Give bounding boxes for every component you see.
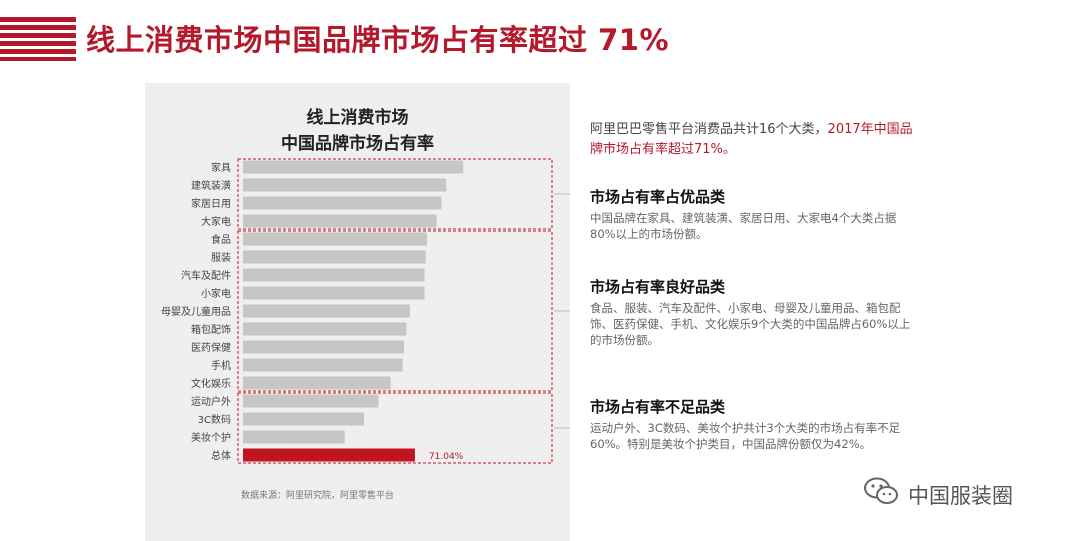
bar-16 — [243, 448, 415, 462]
bar-chart: 家具建筑装潢家居日用大家电食品服装汽车及配件小家电母婴及儿童用品箱包配饰医药保健… — [161, 158, 570, 464]
category-label-0: 家具 — [211, 161, 231, 174]
category-label-3: 大家电 — [201, 215, 231, 228]
bar-5 — [243, 250, 426, 264]
section-heading-weak: 市场占有率不足品类 — [590, 398, 726, 416]
wechat-icon — [864, 477, 898, 504]
chart-title-line-1: 线上消费市场 — [306, 108, 409, 128]
category-label-13: 运动户外 — [191, 395, 231, 408]
category-label-12: 文化娱乐 — [191, 377, 231, 390]
category-label-7: 小家电 — [201, 287, 231, 300]
header-stripes — [0, 17, 76, 61]
bar-7 — [243, 286, 425, 300]
bar-0 — [243, 160, 464, 174]
bar-9 — [243, 322, 407, 336]
category-label-1: 建筑装潢 — [191, 179, 231, 192]
section-text-dominant: 中国品牌在家具、建筑装潢、家居日用、大家电4个大类占据80%以上的市场份额。 — [590, 211, 897, 241]
bar-8 — [243, 304, 410, 318]
bar-6 — [243, 268, 425, 282]
section-heading-dominant: 市场占有率占优品类 — [590, 188, 726, 206]
bar-10 — [243, 340, 404, 354]
watermark-text: 中国服装圈 — [908, 484, 1013, 508]
intro-plain: 阿里巴巴零售平台消费品共计16个大类， — [590, 122, 828, 137]
group-box-0 — [237, 158, 553, 230]
intro-highlight: 2017年中国品牌市场占有率超过71%。 — [590, 122, 913, 157]
category-label-9: 箱包配饰 — [191, 323, 231, 336]
category-label-11: 手机 — [211, 359, 231, 372]
bar-4 — [243, 232, 427, 246]
category-label-2: 家居日用 — [191, 197, 231, 210]
category-label-15: 美妆个护 — [191, 431, 231, 444]
bar-13 — [243, 394, 379, 408]
category-label-5: 服装 — [211, 251, 231, 264]
bar-1 — [243, 178, 447, 192]
bar-11 — [243, 358, 403, 372]
bar-14 — [243, 412, 364, 426]
category-label-4: 食品 — [211, 233, 231, 246]
group-box-1 — [237, 230, 553, 392]
bar-2 — [243, 196, 442, 210]
category-label-14: 3C数码 — [198, 413, 231, 426]
group-box-2 — [237, 392, 553, 464]
chart-title-line-2: 中国品牌市场占有率 — [281, 134, 434, 154]
bar-15 — [243, 430, 345, 444]
category-label-10: 医药保健 — [191, 341, 231, 354]
category-label-16: 总体 — [211, 449, 231, 462]
source-note: 数据来源：阿里研究院，阿里零售平台 — [241, 491, 395, 501]
category-label-8: 母婴及儿童用品 — [161, 305, 231, 318]
bar-3 — [243, 214, 437, 228]
section-text-weak: 运动户外、3C数码、美妆个护共计3个大类的市场占有率不足60%。特别是美妆个护类… — [590, 421, 901, 451]
total-value-label: 71.04% — [429, 452, 464, 462]
page-title: 线上消费市场中国品牌市场占有率超过 71% — [86, 23, 670, 57]
section-heading-good: 市场占有率良好品类 — [590, 278, 726, 296]
intro-text: 阿里巴巴零售平台消费品共计16个大类，2017年中国品牌市场占有率超过71%。 — [590, 120, 920, 160]
section-text-good: 食品、服装、汽车及配件、小家电、母婴及儿童用品、箱包配饰、医药保健、手机、文化娱… — [590, 301, 911, 347]
bar-12 — [243, 376, 391, 390]
category-label-6: 汽车及配件 — [181, 269, 231, 282]
